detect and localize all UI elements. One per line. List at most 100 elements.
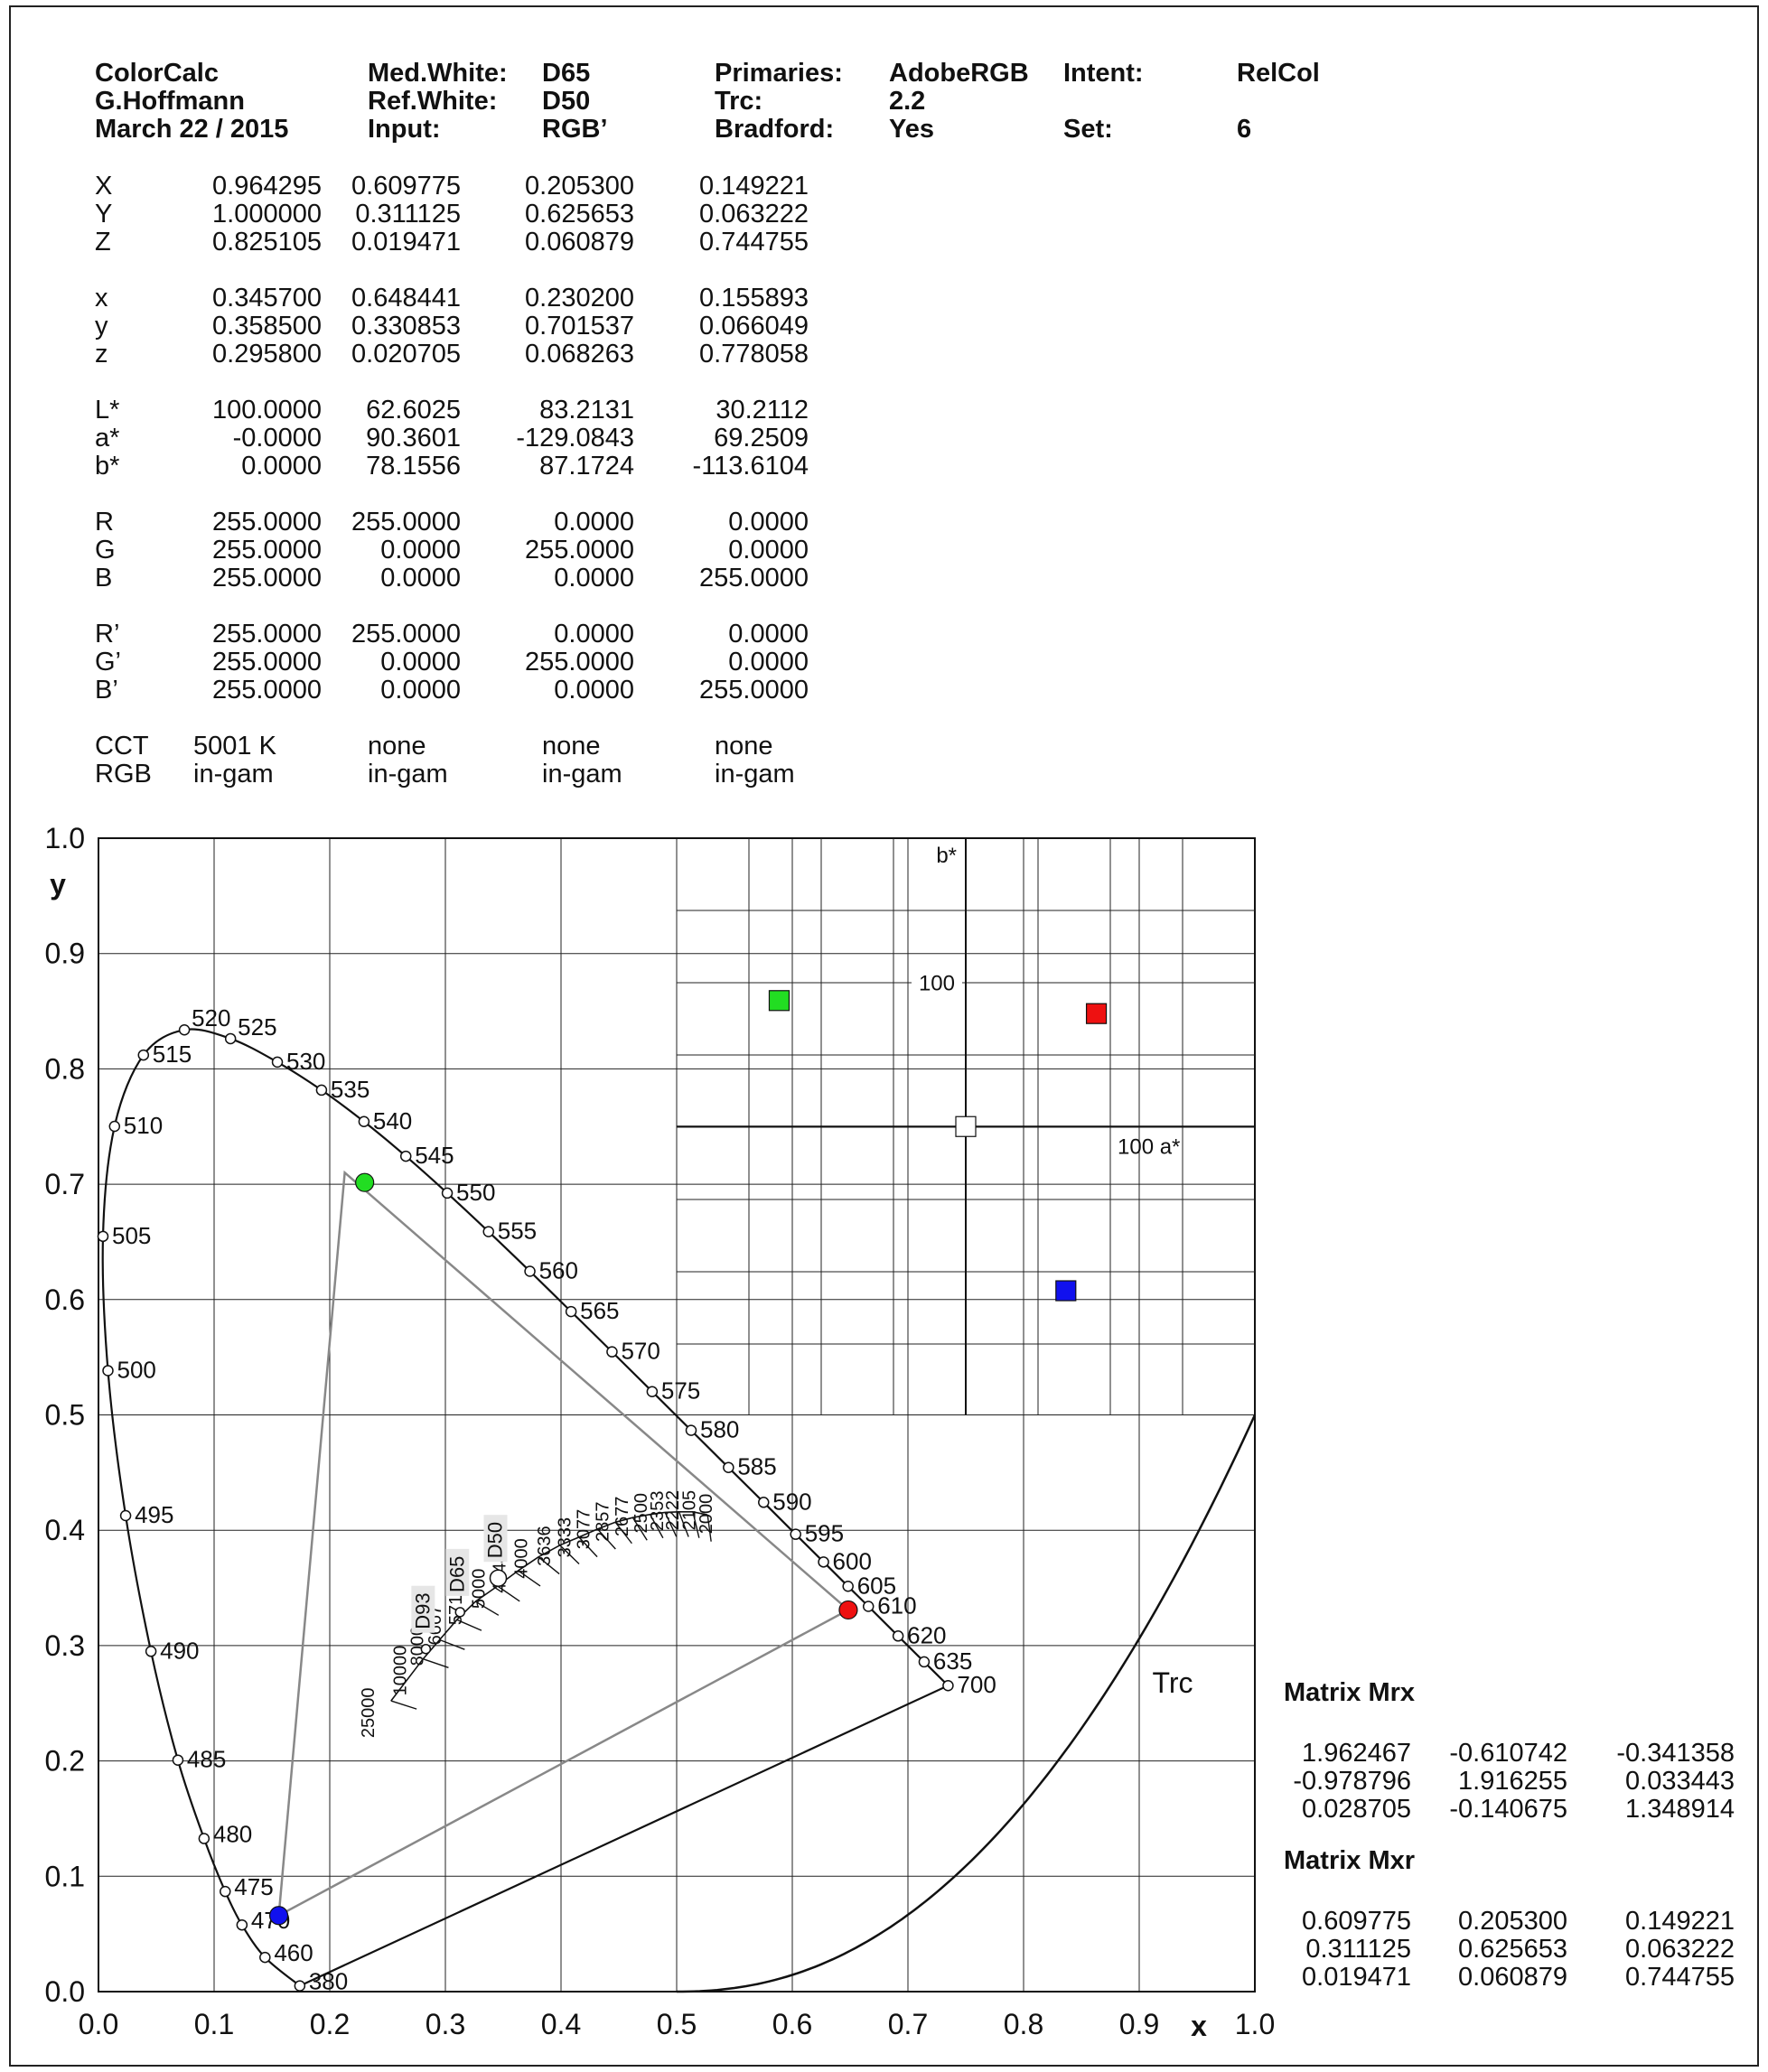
table-cell: 0.778058: [699, 340, 809, 369]
locus-marker: [172, 1754, 184, 1766]
table-cell: 0.205300: [525, 172, 634, 201]
y-tick-label: 0.3: [45, 1629, 85, 1662]
matrix-cell: 0.609775: [1302, 1907, 1411, 1936]
row-label: b*: [95, 452, 120, 481]
matrix-cell: -0.978796: [1293, 1767, 1411, 1796]
isotherm-tick: [706, 1515, 712, 1542]
cct-label: 3077: [574, 1509, 594, 1550]
row-label: R: [95, 508, 114, 537]
table-cell: 0.0000: [728, 508, 809, 537]
x-tick-label: 0.5: [657, 2008, 697, 2040]
y-tick-label: 0.2: [45, 1745, 85, 1778]
locus-marker: [236, 1918, 248, 1931]
matrix-cell: 1.962467: [1302, 1739, 1411, 1768]
locus-label: 555: [498, 1218, 537, 1245]
locus-marker: [119, 1509, 132, 1522]
locus-marker: [198, 1833, 210, 1844]
cct-label: 2000: [697, 1494, 716, 1535]
table-cell: 0.0000: [380, 676, 461, 705]
locus-label: 505: [112, 1222, 151, 1249]
header-cell: RGB’: [542, 115, 608, 144]
table-cell: 90.3601: [366, 424, 461, 453]
matrix-cell: 0.311125: [1305, 1935, 1411, 1964]
locus-marker: [294, 1980, 306, 1992]
matrix-cell: 0.063222: [1625, 1935, 1735, 1964]
row-label: RGB: [95, 760, 152, 789]
matrix-cell: 0.744755: [1625, 1963, 1735, 1992]
locus-marker: [942, 1679, 954, 1692]
row-label: R’: [95, 620, 120, 649]
locus-label: 590: [772, 1488, 811, 1515]
cct-label: 3333: [555, 1517, 575, 1558]
inset-point-blue: [1055, 1280, 1077, 1302]
locus-label: 570: [621, 1338, 659, 1365]
isotherm-tick: [664, 1512, 678, 1537]
y-tick-label: 1.0: [45, 822, 85, 854]
locus-label: 540: [373, 1107, 412, 1134]
row-label: L*: [95, 396, 120, 425]
header-cell: G.Hoffmann: [95, 87, 245, 116]
header-cell: RelCol: [1237, 59, 1320, 88]
locus-label: 520: [192, 1004, 230, 1031]
matrix-cell: 0.060879: [1458, 1963, 1567, 1992]
locus-marker: [862, 1601, 875, 1612]
table-cell: -129.0843: [516, 424, 634, 453]
locus-marker: [646, 1386, 659, 1397]
isotherm-tick: [456, 1619, 482, 1631]
x-tick-label: 0.6: [772, 2008, 812, 2040]
locus-label: 490: [160, 1637, 199, 1664]
locus-marker: [441, 1187, 454, 1199]
cct-label: 8000: [407, 1626, 427, 1666]
table-cell: 0.019471: [351, 228, 461, 257]
locus-marker: [482, 1226, 494, 1237]
cct-label: 2677: [613, 1497, 632, 1537]
locus-marker: [137, 1049, 150, 1061]
locus-label: 635: [933, 1647, 972, 1675]
table-cell: 0.066049: [699, 312, 809, 341]
locus-marker: [97, 1230, 109, 1243]
table-cell: 0.345700: [212, 284, 322, 313]
locus-marker: [271, 1056, 284, 1069]
table-cell: 0.155893: [699, 284, 809, 313]
table-cell: 0.0000: [554, 508, 634, 537]
locus-label: 605: [857, 1572, 896, 1599]
cct-label: 10000: [390, 1646, 410, 1696]
inset-point-green: [768, 990, 790, 1012]
table-cell: 0.311125: [355, 200, 461, 229]
table-cell: none: [368, 732, 426, 761]
table-cell: 0.609775: [351, 172, 461, 201]
isotherm-tick: [692, 1511, 700, 1538]
locus-marker: [892, 1630, 904, 1642]
matrix-cell: 0.625653: [1458, 1935, 1567, 1964]
table-cell: 0.0000: [728, 620, 809, 649]
inset-point-red: [1085, 1003, 1108, 1024]
matrix-cell: -0.140675: [1449, 1795, 1567, 1824]
locus-marker: [315, 1084, 328, 1097]
locus-label: 545: [415, 1142, 454, 1169]
table-cell: 255.0000: [212, 676, 322, 705]
isotherm-tick: [518, 1570, 541, 1587]
row-label: B’: [95, 676, 118, 705]
matrix-cell: 1.348914: [1625, 1795, 1735, 1824]
locus-label: 595: [805, 1520, 844, 1547]
table-cell: 0.358500: [212, 312, 322, 341]
row-label: G’: [95, 648, 121, 677]
table-cell: 0.330853: [351, 312, 461, 341]
header-cell: Bradford:: [715, 115, 835, 144]
header-cell: Ref.White:: [368, 87, 498, 116]
header-cell: Yes: [889, 115, 934, 144]
cct-label: 25000: [359, 1688, 379, 1739]
x-tick-label: 0.7: [888, 2008, 928, 2040]
white-point-D93: [420, 1643, 432, 1655]
header-cell: Med.White:: [368, 59, 508, 88]
table-cell: 1.000000: [212, 200, 322, 229]
header-cell: Trc:: [715, 87, 763, 116]
table-cell: 255.0000: [212, 508, 322, 537]
table-cell: 255.0000: [525, 536, 634, 565]
matrix-cell: -0.610742: [1449, 1739, 1567, 1768]
matrix-title: Matrix Mxr: [1284, 1846, 1416, 1875]
planckian-locus: [390, 1511, 708, 1702]
table-cell: 5001 K: [193, 732, 276, 761]
table-cell: 0.020705: [351, 340, 461, 369]
locus-label: 620: [907, 1621, 946, 1648]
